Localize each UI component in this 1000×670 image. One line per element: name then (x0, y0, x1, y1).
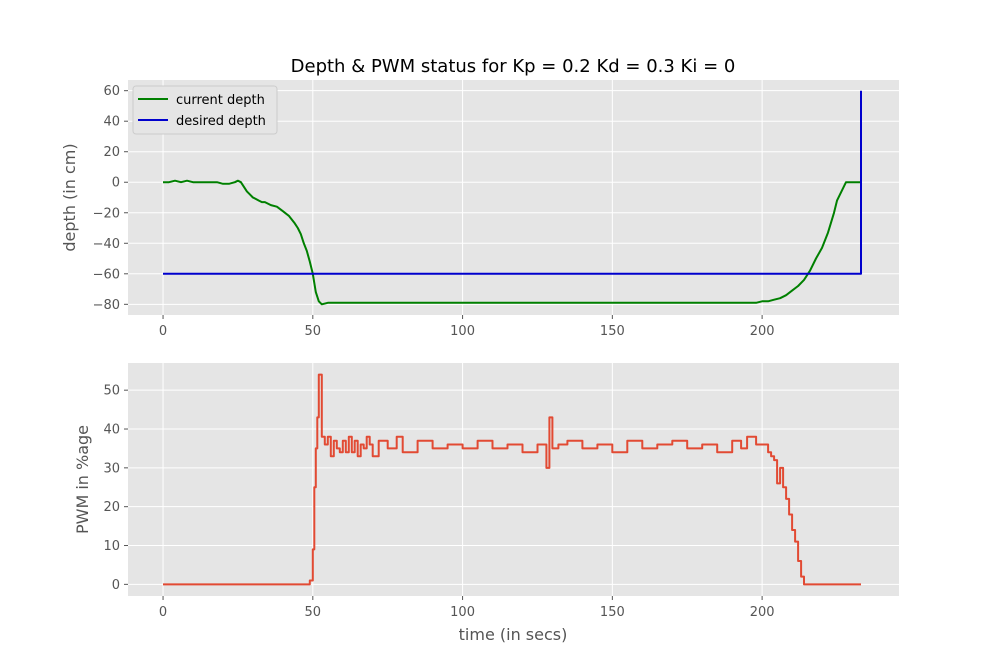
bottom-y-axis-label: PWM in %age (73, 425, 92, 534)
bottom-x-tick-label-2: 100 (450, 605, 475, 620)
bottom-plot-background (128, 363, 899, 596)
top-y-tick-label-0: −80 (93, 298, 120, 313)
top-y-tick-label-5: 20 (103, 145, 120, 160)
bottom-y-tick-label-5: 50 (103, 384, 120, 399)
top-x-tick-label-2: 100 (450, 324, 475, 339)
top-series (163, 90, 862, 306)
bottom-y-tick-label-4: 40 (103, 423, 120, 438)
top-x-tick-label-4: 200 (750, 324, 775, 339)
top-y-tick-label-4: 0 (112, 176, 120, 191)
top-y-tick-label-3: −20 (93, 206, 120, 221)
top-x-tick-label-1: 50 (305, 324, 322, 339)
legend: current depth desired depth (132, 85, 278, 135)
bottom-x-tick-label-1: 50 (305, 605, 322, 620)
bottom-y-tick-label-2: 20 (103, 500, 120, 515)
top-y-tick-label-2: −40 (93, 237, 120, 252)
top-subplot: 0 50 100 150 200 −80 −60 −40 −20 0 20 40 60 depth (… (60, 80, 899, 339)
bottom-y-ticks: 0 10 20 30 40 50 (103, 384, 128, 593)
bottom-y-tick-label-1: 10 (103, 539, 120, 554)
legend-label-desired-depth: desired depth (176, 114, 266, 129)
top-series-line-current-depth (163, 179, 861, 306)
top-x-tick-label-0: 0 (159, 324, 167, 339)
bottom-x-tick-label-0: 0 (159, 605, 167, 620)
top-x-tick-label-3: 150 (600, 324, 625, 339)
bottom-series (163, 373, 861, 586)
bottom-x-tick-label-3: 150 (600, 605, 625, 620)
chart-title: Depth & PWM status for Kp = 0.2 Kd = 0.3… (291, 56, 736, 77)
legend-label-current-depth: current depth (176, 93, 265, 108)
bottom-y-tick-label-3: 30 (103, 461, 120, 476)
top-y-axis-label: depth (in cm) (60, 143, 79, 251)
top-y-tick-label-7: 60 (103, 84, 120, 99)
top-series-line-desired-depth (163, 90, 862, 275)
top-y-ticks: −80 −60 −40 −20 0 20 40 60 (93, 84, 128, 313)
top-x-ticks: 0 50 100 150 200 (159, 315, 775, 339)
bottom-x-ticks: 0 50 100 150 200 (159, 596, 775, 620)
legend-box (132, 85, 278, 135)
top-y-tick-label-6: 40 (103, 115, 120, 130)
bottom-subplot: 0 50 100 150 200 0 10 20 30 40 50 PWM in %age tim… (73, 363, 899, 644)
bottom-y-tick-label-0: 0 (112, 578, 120, 593)
bottom-x-tick-label-4: 200 (750, 605, 775, 620)
bottom-x-axis-label: time (in secs) (459, 625, 568, 644)
bottom-series-line-pwm (163, 373, 861, 586)
top-y-tick-label-1: −60 (93, 267, 120, 282)
